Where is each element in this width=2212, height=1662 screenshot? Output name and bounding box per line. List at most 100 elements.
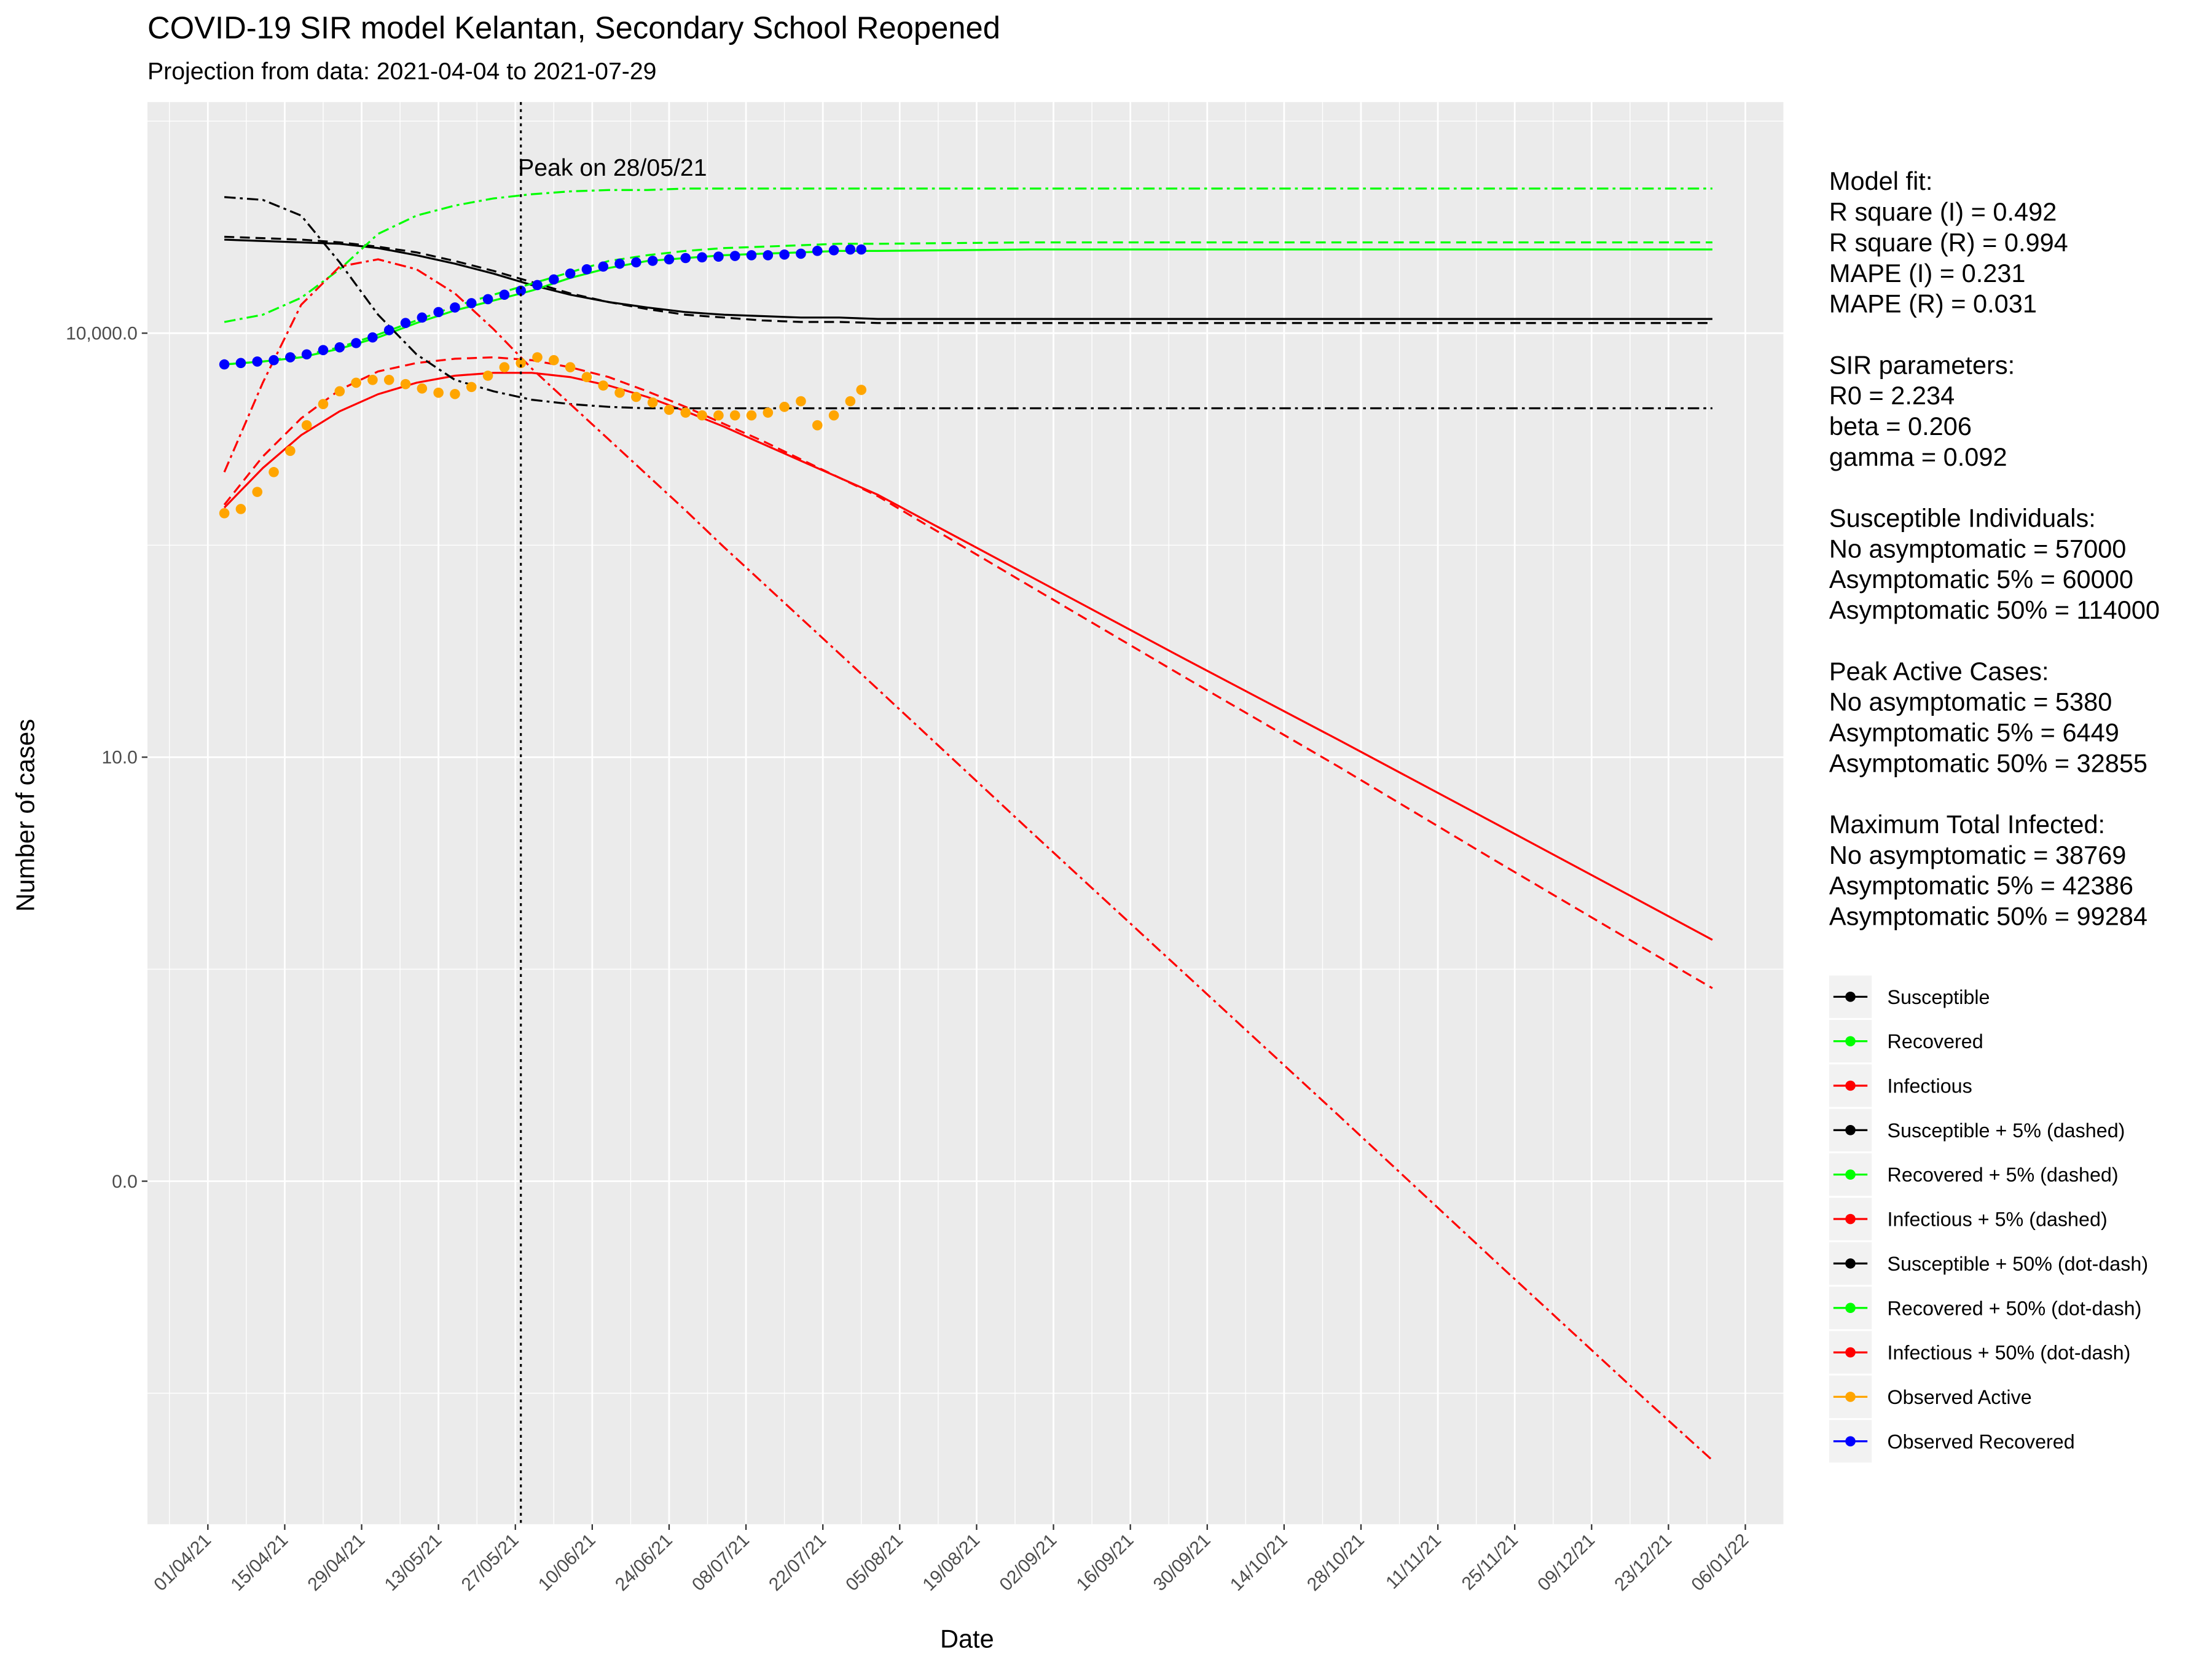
- x-tick-label: 08/07/21: [688, 1530, 753, 1595]
- model-note: Susceptible Individuals:: [1829, 504, 2096, 533]
- legend-dot: [1845, 1213, 1856, 1225]
- x-tick-label: 22/07/21: [765, 1530, 830, 1595]
- y-axis-title: Number of cases: [10, 719, 39, 912]
- model-note: MAPE (R) = 0.031: [1829, 289, 2037, 318]
- legend-dot: [1845, 992, 1856, 1002]
- data-point: [433, 307, 444, 318]
- legend-label: Infectious + 5% (dashed): [1888, 1209, 2108, 1231]
- data-point: [548, 355, 559, 366]
- model-note: No asymptomatic = 57000: [1829, 534, 2126, 563]
- data-point: [565, 362, 576, 373]
- data-point: [779, 401, 790, 412]
- model-note: Maximum Total Infected:: [1829, 810, 2105, 839]
- data-point: [746, 250, 757, 261]
- model-note: Peak Active Cases:: [1829, 657, 2049, 686]
- data-point: [729, 251, 740, 261]
- x-tick-label: 14/10/21: [1226, 1530, 1292, 1595]
- series-line: [223, 258, 1713, 1461]
- y-tick-label: 10.0: [101, 748, 137, 768]
- data-point: [565, 268, 576, 279]
- data-point: [581, 264, 592, 275]
- data-point: [647, 256, 658, 266]
- model-note: Asymptomatic 50% = 114000: [1829, 595, 2160, 624]
- series-line: [223, 356, 1713, 989]
- data-point: [516, 358, 526, 369]
- legend-dot: [1845, 1392, 1856, 1402]
- x-tick-label: 11/11/21: [1382, 1530, 1445, 1593]
- x-tick-label: 09/12/21: [1534, 1530, 1599, 1595]
- data-point: [598, 261, 609, 272]
- legend-label: Susceptible + 50% (dot-dash): [1888, 1253, 2149, 1275]
- data-point: [812, 420, 823, 431]
- data-point: [285, 445, 296, 457]
- model-note: Model fit:: [1829, 167, 1932, 195]
- model-note: No asymptomatic = 38769: [1829, 841, 2126, 869]
- data-point: [631, 391, 641, 402]
- data-point: [631, 257, 641, 268]
- legend-dot: [1845, 1347, 1856, 1358]
- model-note: Asymptomatic 5% = 60000: [1829, 565, 2133, 594]
- data-point: [680, 253, 691, 264]
- data-point: [614, 258, 625, 269]
- data-point: [318, 345, 329, 356]
- data-point: [450, 389, 460, 399]
- x-tick-label: 06/01/22: [1687, 1530, 1752, 1595]
- data-point: [367, 375, 378, 385]
- data-point: [367, 332, 378, 343]
- x-tick-label: 19/08/21: [919, 1530, 984, 1595]
- data-point: [334, 342, 345, 353]
- x-axis-title: Date: [940, 1625, 994, 1653]
- data-point: [532, 352, 543, 363]
- series-line: [223, 372, 1713, 941]
- data-point: [581, 372, 592, 383]
- legend-label: Observed Active: [1888, 1386, 2032, 1408]
- data-point: [647, 397, 658, 408]
- data-point: [318, 399, 329, 409]
- data-point: [499, 362, 510, 373]
- model-note: R square (R) = 0.994: [1829, 228, 2068, 257]
- data-point: [812, 246, 823, 256]
- data-point: [614, 387, 625, 398]
- data-point: [351, 338, 361, 348]
- legend-dot: [1845, 1080, 1856, 1091]
- model-note: No asymptomatic = 5380: [1829, 688, 2112, 716]
- data-point: [450, 302, 460, 313]
- data-point: [697, 410, 707, 421]
- data-point: [383, 375, 394, 385]
- legend-label: Infectious: [1888, 1075, 1972, 1097]
- data-point: [219, 508, 230, 519]
- data-point: [269, 467, 279, 477]
- data-point: [828, 245, 839, 256]
- data-point: [334, 386, 345, 397]
- model-note: R0 = 2.234: [1829, 381, 1955, 410]
- series-line: [224, 238, 1712, 320]
- legend-label: Recovered + 50% (dot-dash): [1888, 1297, 2142, 1319]
- legend-dot: [1845, 1303, 1856, 1314]
- x-tick-label: 10/06/21: [535, 1530, 600, 1595]
- data-point: [400, 318, 411, 329]
- x-tick-label: 16/09/21: [1073, 1530, 1138, 1595]
- data-point: [516, 285, 526, 296]
- x-tick-label: 13/05/21: [381, 1530, 446, 1595]
- legend-dot: [1845, 1436, 1856, 1447]
- data-point: [746, 410, 757, 421]
- data-point: [729, 410, 740, 421]
- data-point: [713, 251, 724, 262]
- model-note: Asymptomatic 5% = 6449: [1829, 718, 2119, 747]
- x-tick-label: 25/11/21: [1458, 1530, 1522, 1594]
- x-tick-label: 28/10/21: [1303, 1530, 1368, 1595]
- x-tick-label: 05/08/21: [842, 1530, 907, 1595]
- data-point: [713, 410, 724, 421]
- legend-dot: [1845, 1036, 1856, 1046]
- legend-label: Infectious + 50% (dot-dash): [1888, 1342, 2131, 1364]
- legend-label: Observed Recovered: [1888, 1430, 2075, 1452]
- model-note: Asymptomatic 50% = 99284: [1829, 902, 2147, 931]
- x-tick-label: 24/06/21: [611, 1530, 677, 1595]
- data-point: [252, 356, 263, 367]
- model-note: Asymptomatic 50% = 32855: [1829, 748, 2147, 777]
- legend-label: Susceptible: [1888, 986, 1990, 1008]
- data-point: [285, 352, 296, 363]
- data-point: [499, 289, 510, 300]
- data-point: [796, 248, 806, 259]
